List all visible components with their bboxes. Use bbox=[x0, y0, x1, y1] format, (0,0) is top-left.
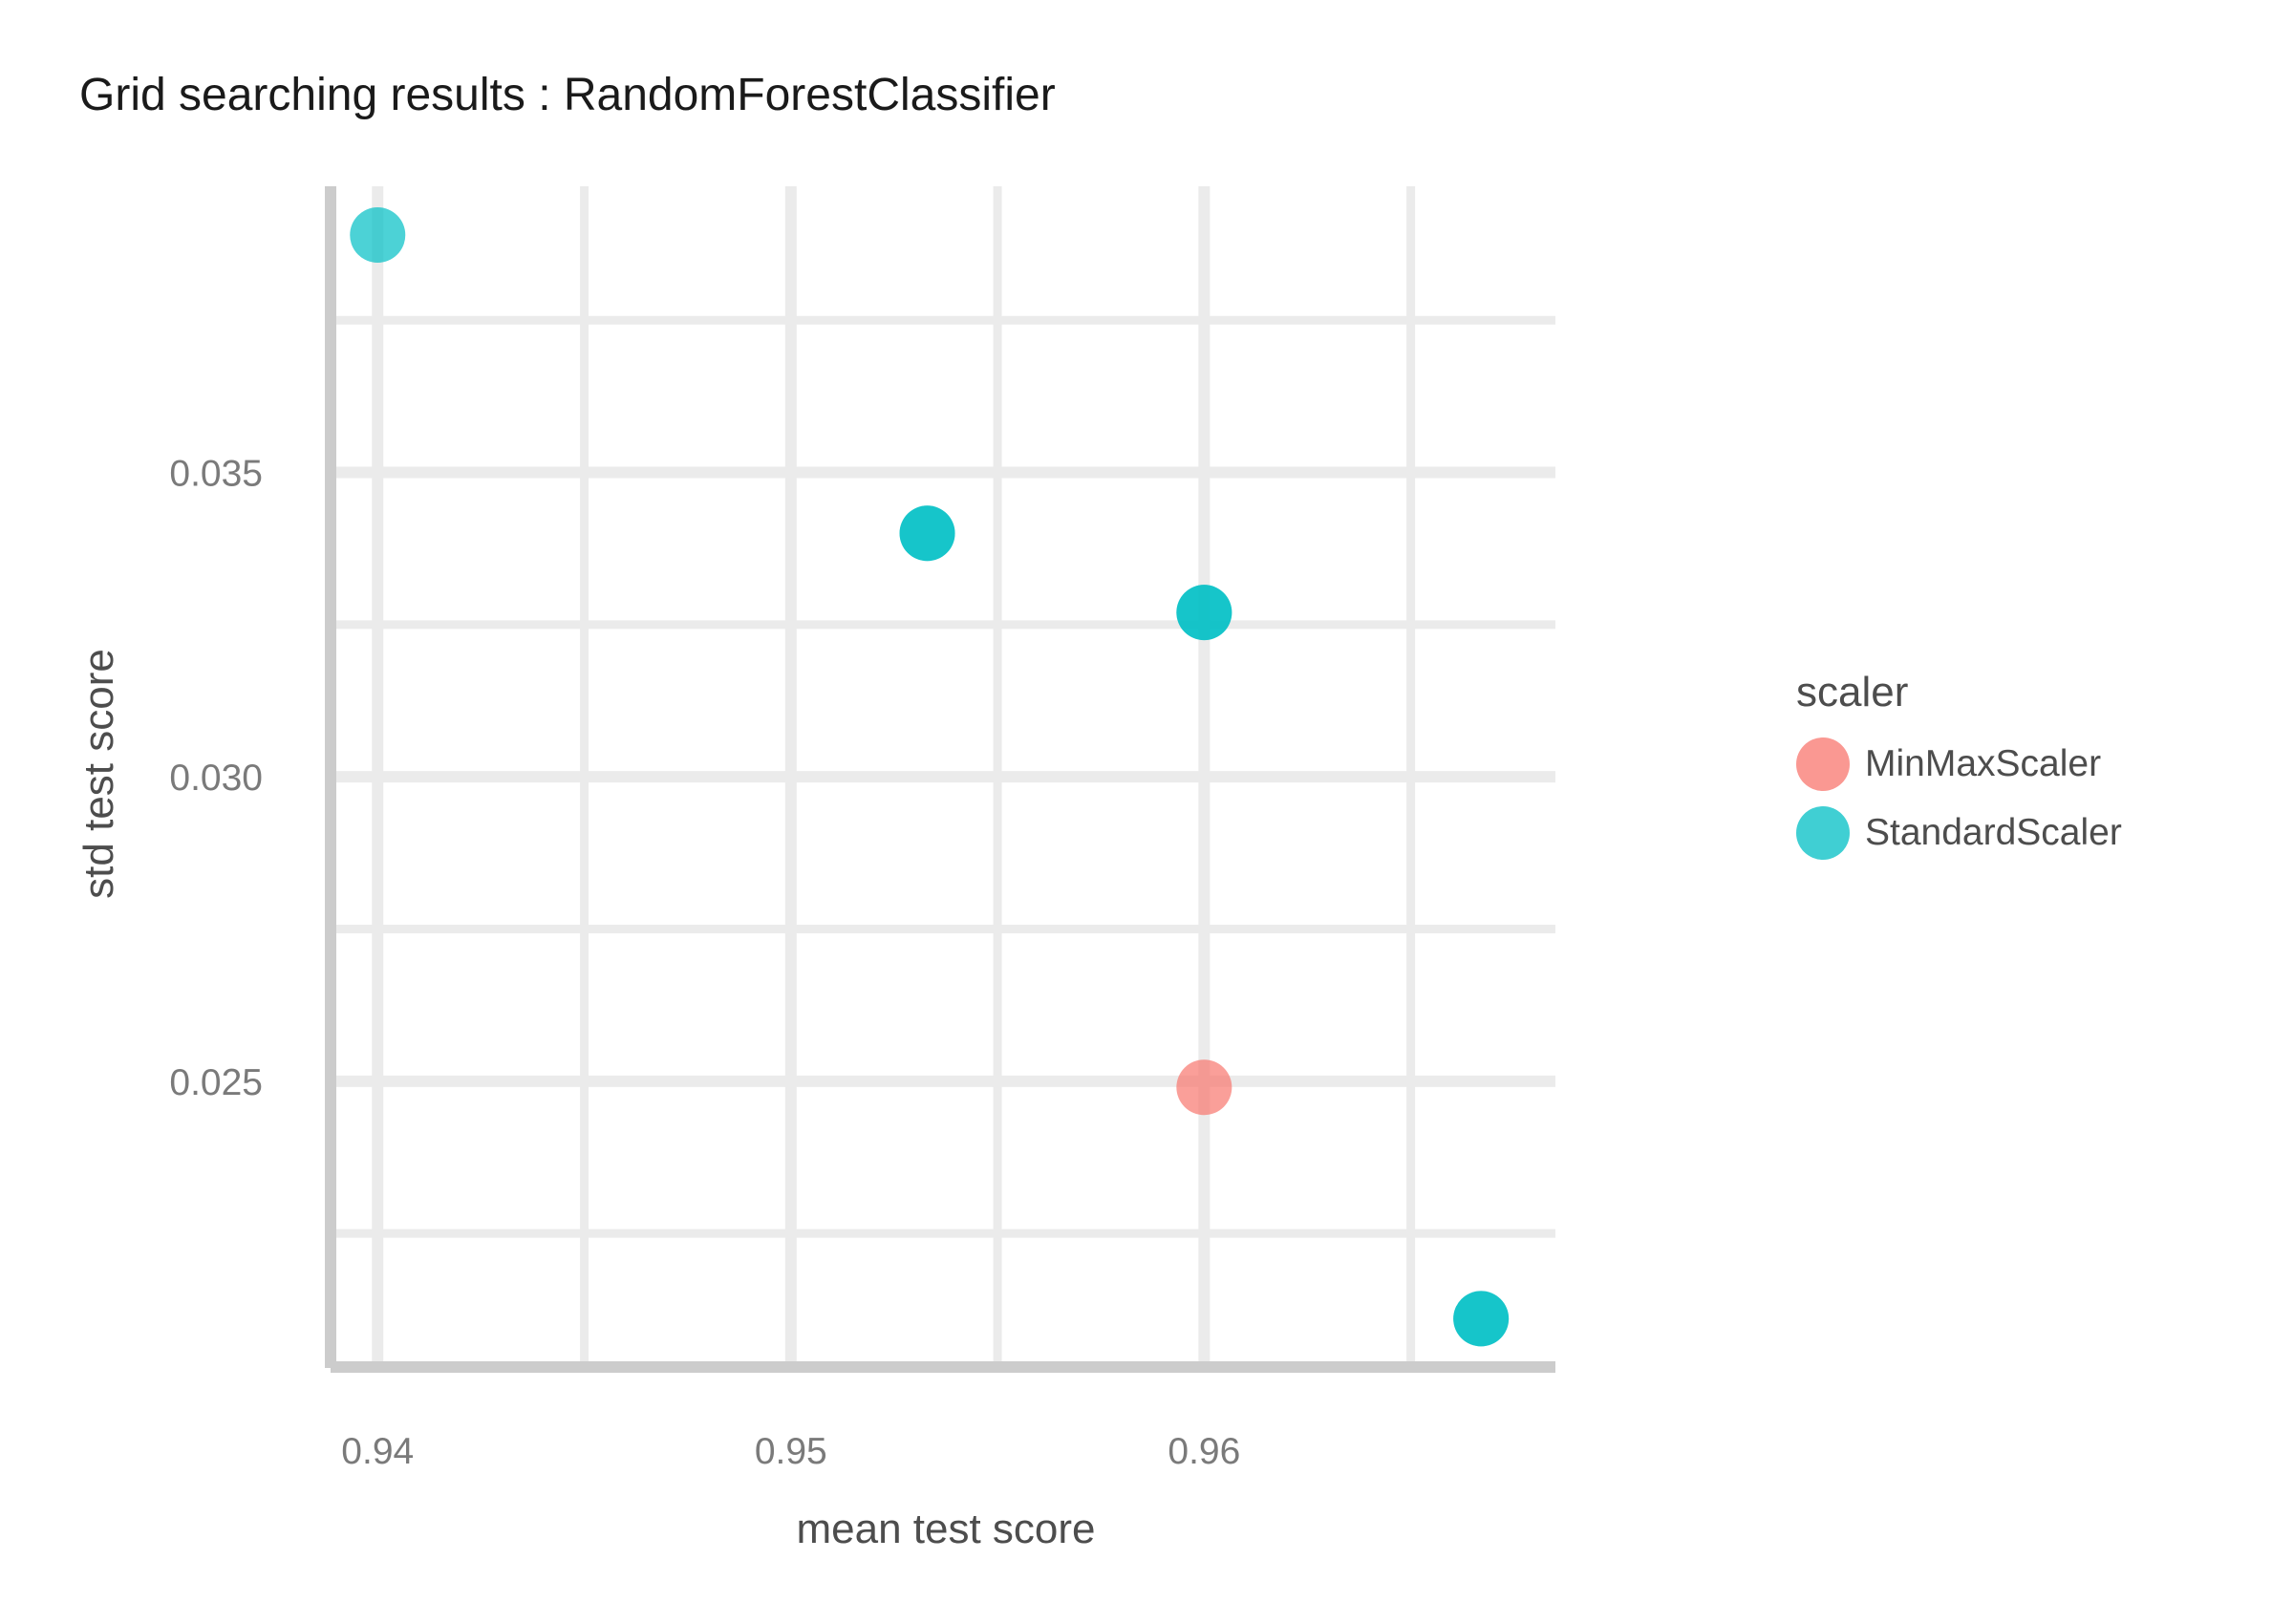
data-points bbox=[350, 206, 1510, 1347]
point-standardscaler bbox=[1453, 1291, 1510, 1347]
legend-label-standardscaler: StandardScaler bbox=[1865, 812, 2122, 853]
legend: scaler MinMaxScaler StandardScaler bbox=[1796, 669, 2122, 867]
x-tick-label: 0.94 bbox=[341, 1431, 414, 1472]
y-tick-label: 0.025 bbox=[169, 1062, 263, 1103]
y-tick-label: 0.035 bbox=[169, 454, 263, 495]
grid-major bbox=[336, 186, 1555, 1361]
point-standardscaler bbox=[899, 505, 955, 562]
y-tick-labels: 0.025 0.030 0.035 bbox=[169, 454, 263, 1103]
legend-swatch-standardscaler bbox=[1796, 806, 1850, 860]
legend-swatch-minmaxscaler bbox=[1796, 737, 1850, 791]
legend-item-minmaxscaler: MinMaxScaler bbox=[1796, 730, 2122, 799]
y-tick-label: 0.030 bbox=[169, 758, 263, 799]
legend-item-standardscaler: StandardScaler bbox=[1796, 799, 2122, 867]
chart-title: Grid searching results : RandomForestCla… bbox=[79, 70, 1056, 120]
x-axis-title: mean test score bbox=[796, 1506, 1095, 1552]
y-axis-title: std test score bbox=[75, 649, 122, 899]
point-standardscaler bbox=[350, 206, 406, 263]
legend-title: scaler bbox=[1796, 669, 1909, 716]
legend-label-minmaxscaler: MinMaxScaler bbox=[1865, 743, 2102, 784]
point-standardscaler bbox=[1176, 585, 1232, 641]
x-tick-labels: 0.94 0.95 0.96 bbox=[341, 1431, 1240, 1472]
x-tick-label: 0.96 bbox=[1168, 1431, 1240, 1472]
x-tick-label: 0.95 bbox=[755, 1431, 827, 1472]
point-minmaxscaler bbox=[1176, 1059, 1232, 1116]
axes bbox=[325, 186, 1555, 1373]
